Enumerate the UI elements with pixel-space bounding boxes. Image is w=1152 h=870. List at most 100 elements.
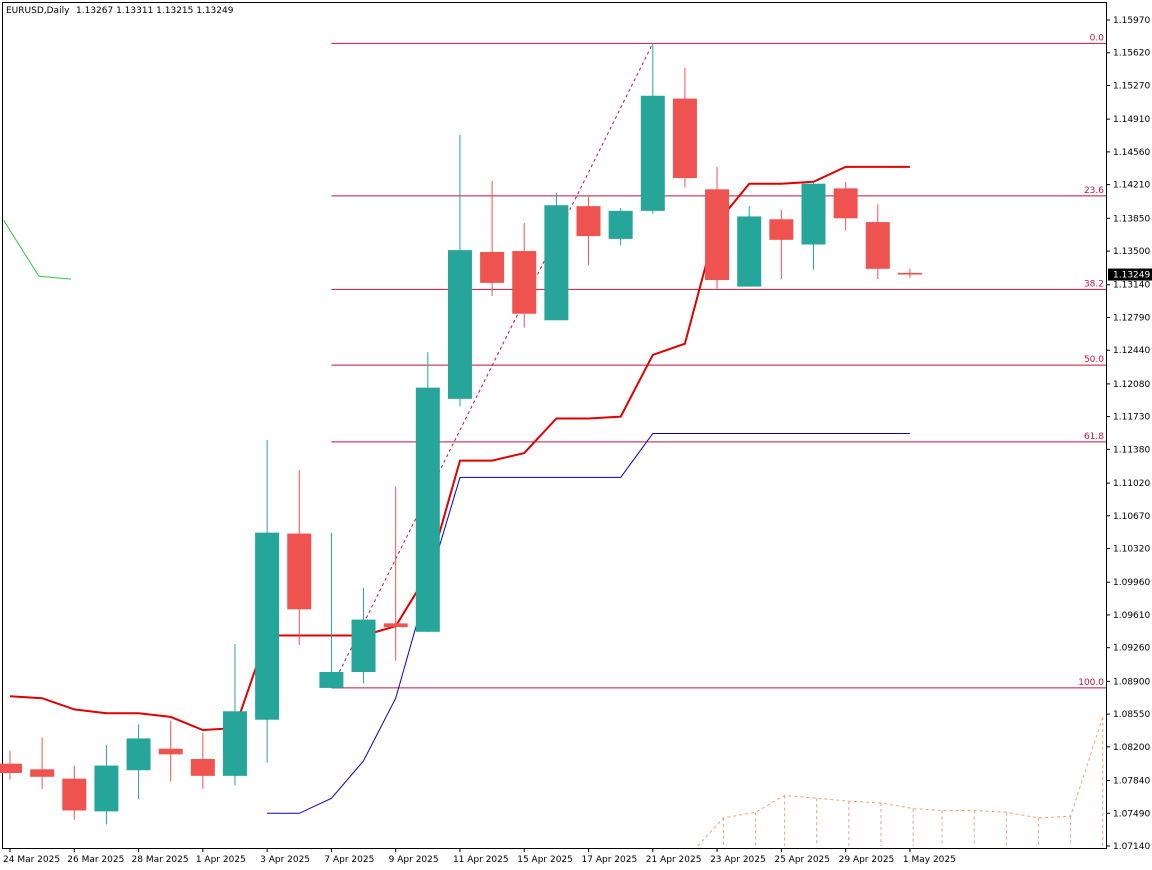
price-tick-label: 1.11380 — [1113, 445, 1150, 455]
time-tick-label: 15 Apr 2025 — [517, 855, 573, 865]
candle-body — [640, 95, 665, 211]
candle-body — [383, 623, 408, 628]
symbol-label: EURUSD,Daily — [6, 6, 70, 16]
price-tick-label: 1.12440 — [1113, 346, 1150, 356]
time-axis: 24 Mar 2025 26 Mar 2025 28 Mar 2025 1 Apr 2… — [3, 848, 956, 865]
price-tick-label: 1.08900 — [1113, 677, 1150, 687]
price-tick-label: 1.15270 — [1113, 81, 1150, 91]
candle[interactable] — [415, 352, 440, 632]
candle[interactable] — [190, 732, 215, 789]
candle-body — [126, 738, 151, 771]
price-tick-label: 1.15970 — [1113, 16, 1150, 26]
time-tick-label: 24 Mar 2025 — [3, 855, 60, 865]
candle[interactable] — [287, 469, 312, 645]
candle-body — [158, 748, 183, 755]
current-price-tag: 1.13249 — [1108, 268, 1152, 281]
ohlc-values: 1.13267 1.13311 1.13215 1.13249 — [76, 6, 234, 16]
time-tick-label: 28 Mar 2025 — [132, 855, 189, 865]
green-indicator-line — [3, 219, 72, 280]
candle[interactable] — [480, 180, 505, 296]
candle[interactable] — [62, 765, 87, 820]
candle[interactable] — [897, 268, 922, 278]
price-tick-label: 1.14910 — [1113, 115, 1150, 125]
candle-body — [705, 189, 730, 281]
price-tick-label: 1.11730 — [1113, 413, 1150, 423]
current-price-label: 1.13249 — [1113, 271, 1150, 281]
candle[interactable] — [769, 209, 794, 280]
candle[interactable] — [255, 440, 280, 763]
candle[interactable] — [801, 181, 826, 270]
candle-body — [319, 672, 344, 688]
candle-body — [447, 250, 472, 399]
blue-indicator-line — [267, 433, 910, 814]
fib-level-label: 100.0 — [1078, 678, 1104, 688]
candle-body — [576, 206, 601, 237]
time-tick-label: 21 Apr 2025 — [646, 855, 702, 865]
candle-body — [833, 188, 858, 219]
candle[interactable] — [94, 744, 119, 825]
fib-level-label: 61.8 — [1084, 432, 1104, 442]
indicator-lines — [3, 165, 1104, 847]
time-tick-label: 25 Apr 2025 — [774, 855, 830, 865]
candle-body — [544, 205, 569, 321]
candle[interactable] — [319, 532, 344, 688]
time-tick-label: 17 Apr 2025 — [582, 855, 638, 865]
price-tick-label: 1.13500 — [1113, 247, 1150, 257]
time-tick-label: 3 Apr 2025 — [260, 855, 310, 865]
plot-frame — [2, 2, 1107, 849]
candle[interactable] — [672, 67, 697, 188]
price-tick-label: 1.07490 — [1113, 809, 1150, 819]
candle[interactable] — [705, 166, 730, 289]
candle[interactable] — [351, 587, 376, 684]
candle[interactable] — [640, 43, 665, 214]
candle-body — [94, 765, 119, 812]
fib-level-label: 38.2 — [1084, 279, 1104, 289]
candle[interactable] — [158, 720, 183, 782]
fib-level-label: 50.0 — [1084, 355, 1104, 365]
price-tick-label: 1.08550 — [1113, 710, 1150, 720]
fib-level-label: 23.6 — [1084, 186, 1104, 196]
candles[interactable] — [0, 43, 922, 825]
candle[interactable] — [0, 750, 22, 780]
time-tick-label: 9 Apr 2025 — [389, 855, 439, 865]
candle[interactable] — [833, 181, 858, 231]
price-tick-label: 1.14560 — [1113, 148, 1150, 158]
candle-body — [672, 98, 697, 179]
price-tick-label: 1.11020 — [1113, 479, 1150, 489]
price-tick-label: 1.09260 — [1113, 644, 1150, 654]
candle[interactable] — [30, 737, 55, 789]
candle[interactable] — [865, 204, 890, 280]
candle-body — [255, 532, 280, 720]
time-tick-label: 26 Mar 2025 — [67, 855, 124, 865]
candle-body — [190, 759, 215, 776]
price-tick-label: 1.09610 — [1113, 611, 1150, 621]
candle-body — [480, 251, 505, 283]
candle-body — [512, 251, 537, 314]
price-tick-label: 1.12080 — [1113, 380, 1150, 390]
candle[interactable] — [126, 724, 151, 800]
candle[interactable] — [608, 208, 633, 246]
current-price-tag-bg — [1108, 268, 1152, 281]
candle-body — [769, 219, 794, 240]
fib-trend-line — [330, 43, 654, 689]
price-tick-label: 1.13140 — [1113, 281, 1150, 291]
time-tick-label: 29 Apr 2025 — [839, 855, 895, 865]
candle[interactable] — [222, 643, 247, 786]
price-tick-label: 1.12790 — [1113, 313, 1150, 323]
orange-indicator-line — [697, 716, 1104, 847]
price-tick-label: 1.13850 — [1113, 214, 1150, 224]
time-tick-label: 1 Apr 2025 — [196, 855, 246, 865]
candle[interactable] — [447, 135, 472, 407]
candle-body — [415, 387, 440, 632]
candle[interactable] — [383, 486, 408, 661]
candle[interactable] — [576, 196, 601, 266]
candle[interactable] — [512, 222, 537, 328]
price-tick-label: 1.10320 — [1113, 545, 1150, 555]
time-tick-label: 11 Apr 2025 — [453, 855, 509, 865]
candle-body — [608, 210, 633, 239]
time-tick-label: 1 May 2025 — [903, 855, 956, 865]
candle[interactable] — [737, 206, 762, 287]
candle[interactable] — [544, 193, 569, 321]
candle-body — [62, 778, 87, 811]
